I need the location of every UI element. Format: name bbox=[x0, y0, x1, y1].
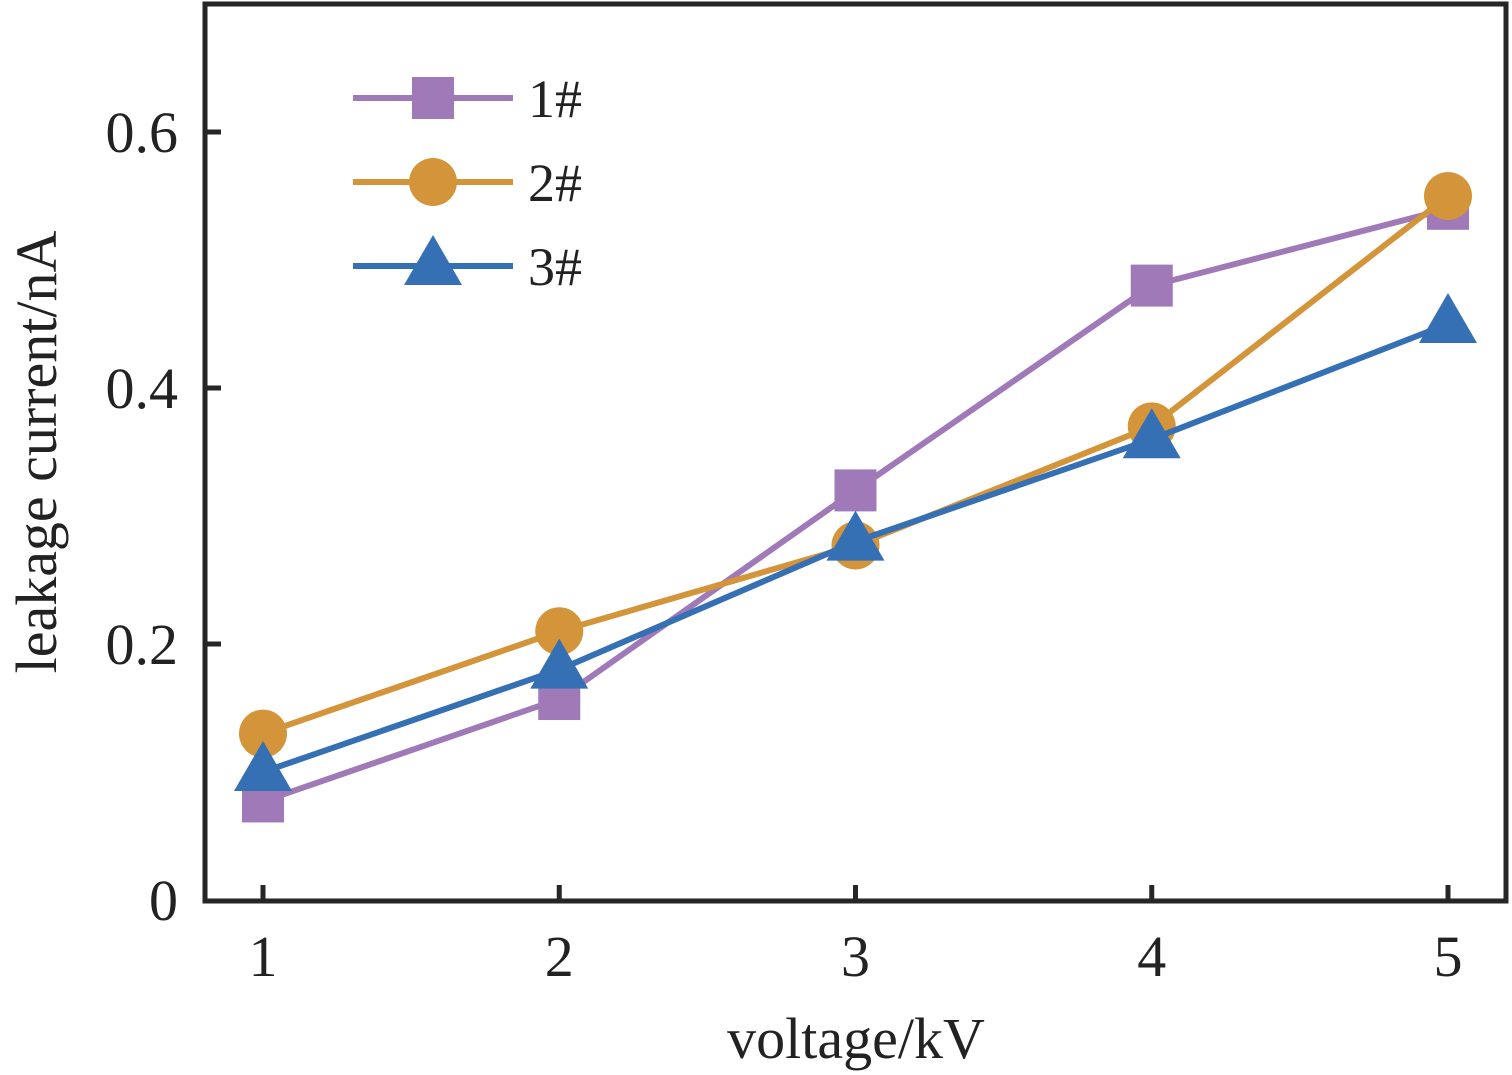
x-tick-label: 4 bbox=[1137, 924, 1166, 989]
data-point-1#-x3 bbox=[834, 469, 877, 512]
y-axis-label: leakage current/nA bbox=[4, 230, 69, 673]
legend-label: 3# bbox=[528, 237, 582, 297]
y-tick-label: 0.6 bbox=[106, 100, 179, 165]
y-tick-label: 0.2 bbox=[106, 612, 179, 677]
legend-label: 2# bbox=[528, 153, 582, 213]
legend: 1# 2# 3# bbox=[353, 69, 582, 297]
plot-frame bbox=[202, 1, 1509, 904]
legend-item-3#: 3# bbox=[353, 235, 582, 297]
data-point-2#-x5 bbox=[1424, 172, 1472, 220]
legend-item-2#: 2# bbox=[353, 153, 582, 213]
data-point-2#-x2 bbox=[535, 607, 584, 656]
series-layer bbox=[234, 172, 1477, 823]
y-tick-label: 0 bbox=[149, 868, 178, 933]
x-tick-label: 3 bbox=[841, 924, 870, 989]
data-point-3#-x4 bbox=[1122, 408, 1181, 459]
y-tick-label: 0.4 bbox=[106, 356, 179, 421]
data-point-2#-x1 bbox=[239, 709, 287, 758]
legend-item-1#: 1# bbox=[353, 69, 582, 129]
data-point-3#-x5 bbox=[1419, 293, 1477, 343]
legend-marker-circle-icon bbox=[409, 158, 457, 206]
x-axis-label: voltage/kV bbox=[727, 1006, 985, 1071]
x-tick-label: 5 bbox=[1434, 924, 1463, 989]
legend-marker-triangle-icon bbox=[404, 235, 462, 285]
legend-marker-square-icon bbox=[412, 77, 454, 119]
series-3-group bbox=[234, 293, 1477, 791]
legend-label: 1# bbox=[528, 69, 582, 129]
x-tick-label: 2 bbox=[545, 924, 574, 989]
data-point-3#-x1 bbox=[234, 741, 292, 791]
data-point-1#-x4 bbox=[1130, 264, 1173, 307]
data-point-3#-x2 bbox=[530, 638, 589, 689]
data-point-3#-x3 bbox=[826, 510, 885, 561]
x-tick-label: 1 bbox=[249, 924, 278, 989]
ticks-layer: 1 2 3 4 5 0 0.2 0.4 0.6 bbox=[106, 100, 1463, 989]
axes-layer bbox=[202, 1, 1509, 904]
